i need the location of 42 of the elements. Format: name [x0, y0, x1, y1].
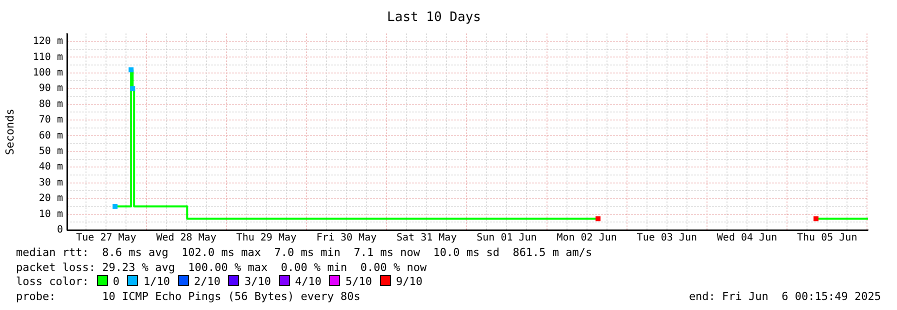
point: [596, 216, 601, 222]
y-tick-label: 70 m: [38, 114, 63, 126]
y-tick-label: 120 m: [32, 36, 63, 48]
y-tick-label: 30 m: [38, 177, 63, 188]
legend-label: 2/10: [194, 275, 220, 288]
y-tick-label: 20 m: [38, 193, 63, 204]
y-tick-label: 50 m: [38, 146, 63, 158]
x-tick-label: Thu 05 Jun: [797, 232, 858, 244]
legend-label: 3/10: [244, 275, 271, 288]
text: end: Fri Jun 6 00:15:49 2025: [688, 290, 881, 304]
legend-title: loss color:: [16, 275, 89, 288]
y-axis-title: Seconds: [3, 108, 16, 155]
x-tick-label: Thu 29 May: [236, 232, 297, 244]
y-tick-label: 100 m: [32, 67, 63, 78]
chart-title: Last 10 Days: [387, 10, 481, 26]
point: [814, 216, 818, 222]
legend-label: 9/10: [396, 275, 422, 288]
text: median rtt: 8.6 ms avg 102.0 ms max 7.0 ms min 7.1 ms now 10.0 ms sd 861.5 m am/s: [16, 246, 594, 260]
legend-label: 4/10: [294, 275, 322, 288]
y-tick-label: 60 m: [38, 130, 63, 142]
x-tick-label: Fri 30 May: [316, 232, 377, 244]
x-tick-label: Sun 01 Jun: [476, 232, 537, 244]
x-tick-label: Wed 28 May: [156, 232, 216, 244]
y-tick-label: 10 m: [38, 208, 63, 220]
x-tick-label: Tue 03 Jun: [636, 232, 698, 244]
point: [128, 67, 134, 72]
text: packet loss: 29.23 % avg 100.00 % max 0.00 % min 0.00 % now: [16, 260, 428, 275]
x-tick-label: Wed 04 Jun: [716, 232, 778, 244]
legend-label: 5/10: [345, 275, 372, 288]
y-tick-label: 40 m: [38, 162, 63, 173]
x-tick-label: Sat 31 May: [396, 232, 457, 244]
text: probe: 10 ICMP Echo Pings (56 Bytes) every 80s: [16, 290, 360, 304]
x-tick-label: Mon 02 Jun: [556, 232, 617, 244]
y-tick-label: 110 m: [32, 52, 63, 63]
point: [130, 86, 136, 92]
legend-label: 1/10: [143, 275, 170, 288]
y-tick-label: 80 m: [38, 98, 63, 110]
legend-label: 0: [112, 275, 120, 288]
y-tick-label: 90 m: [38, 83, 63, 94]
y-tick-label: 0: [56, 224, 63, 236]
point: [112, 204, 118, 209]
x-tick-label: Tue 27 May: [76, 232, 136, 244]
